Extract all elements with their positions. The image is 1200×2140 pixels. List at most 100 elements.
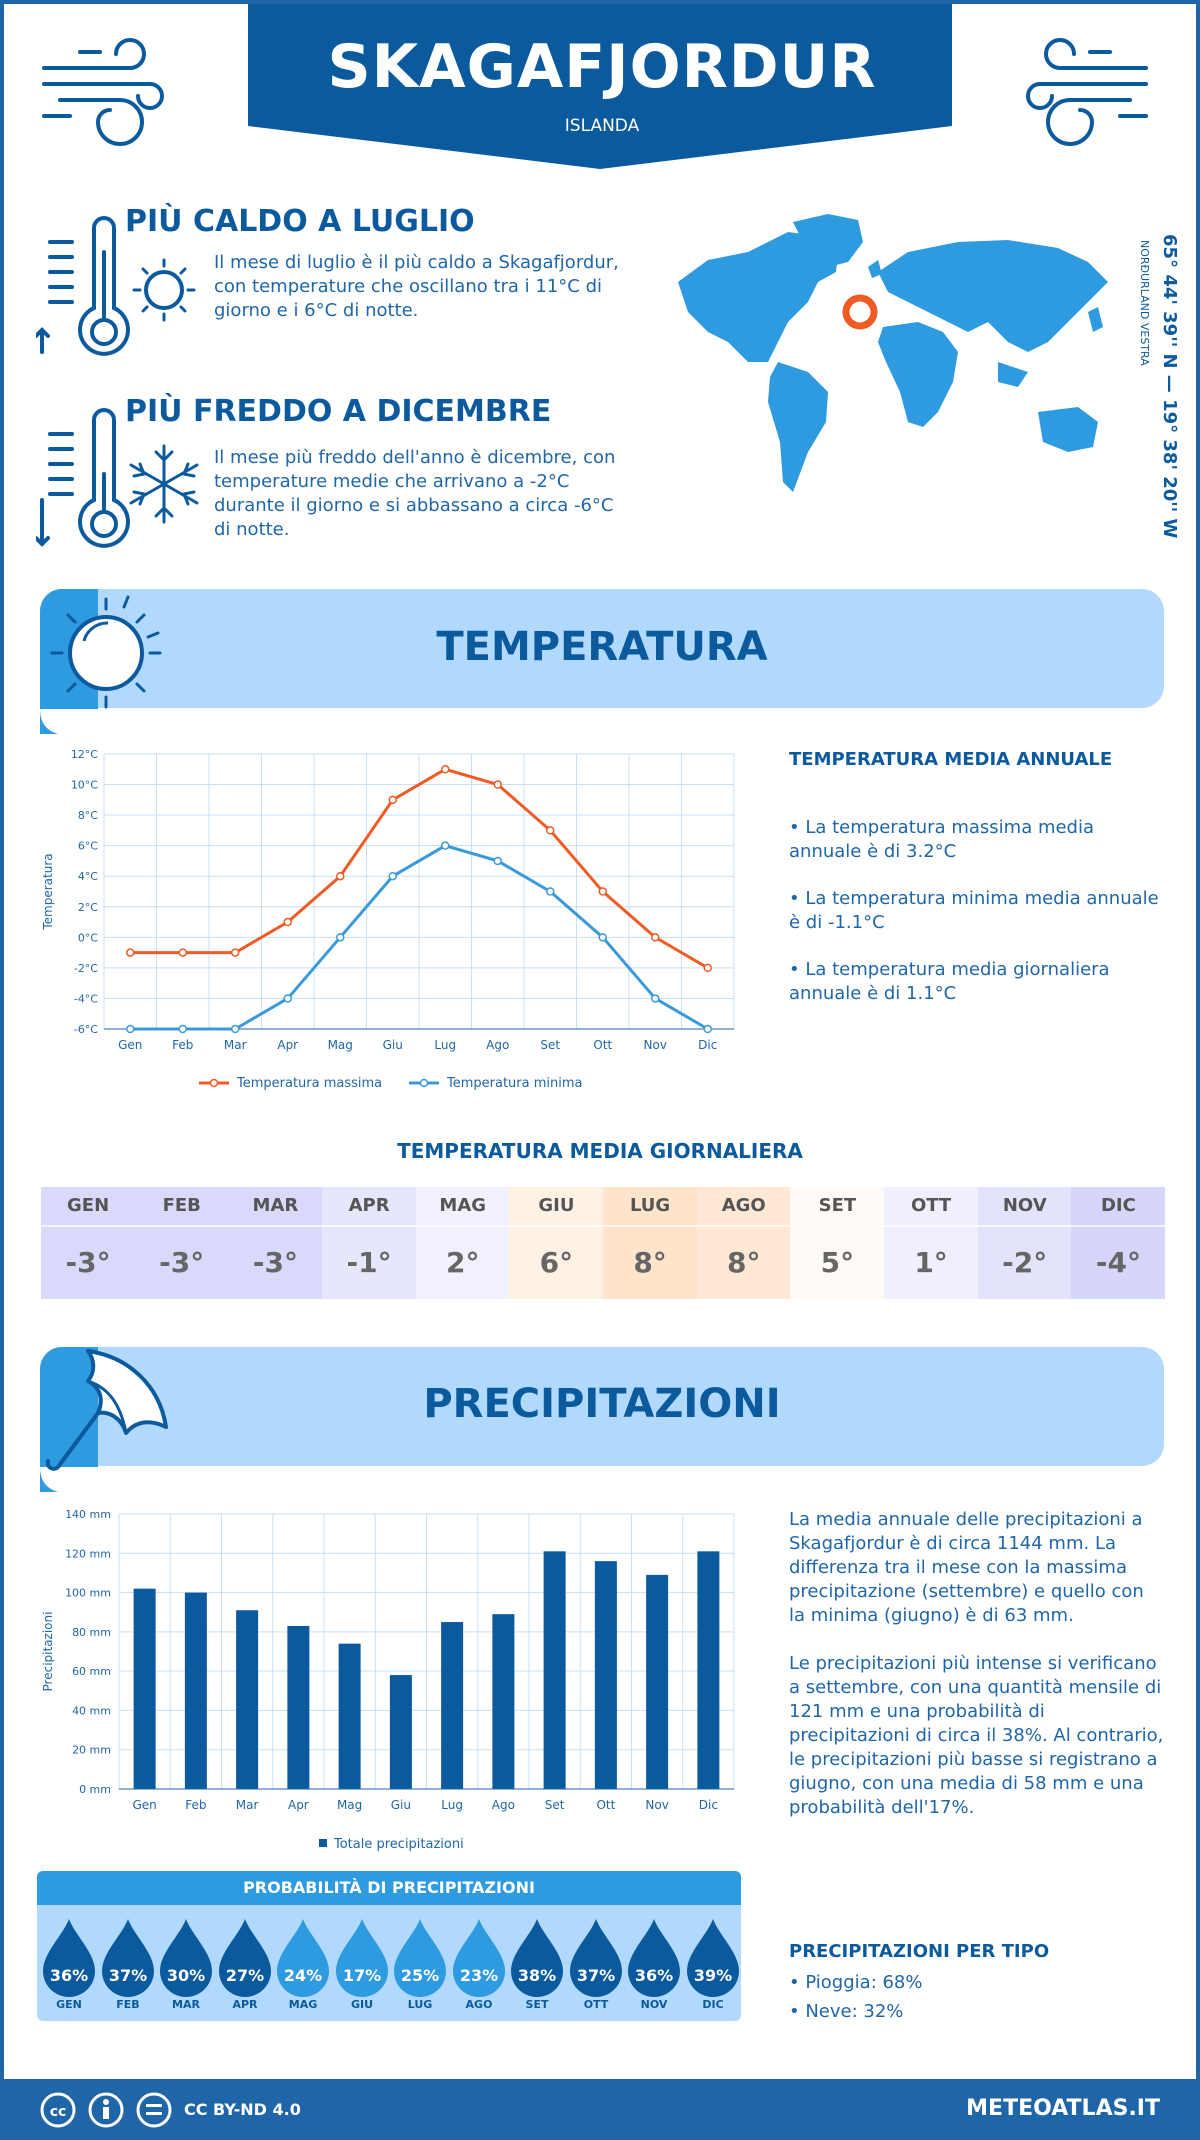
precip-bar-7 (492, 1614, 515, 1789)
daily-temp-value: -3° (228, 1225, 323, 1297)
daily-temp-cell: GEN -3° (41, 1187, 136, 1299)
daily-temp-month: OTT (910, 1195, 952, 1216)
temp-point-0-2 (231, 948, 240, 957)
temp-x-tick: Ott (593, 1038, 612, 1052)
drop-icon: 30% MAR (160, 1919, 212, 2011)
precip-section-band (40, 1347, 1164, 1466)
drop-value: 30% (167, 1966, 205, 1985)
precip-probability-drop: 36% GEN (41, 1917, 97, 2012)
precip-para-2: Le precipitazioni più intense si verific… (789, 1653, 1164, 1818)
precip-type-snow: • Neve: 32% (789, 2001, 904, 2022)
thermometer-hot-icon (36, 216, 196, 356)
temp-point-1-6 (441, 841, 450, 850)
drop-value: 37% (108, 1966, 146, 1985)
precip-probability-drop: 38% SET (509, 1917, 565, 2012)
precip-x-tick: Gen (132, 1798, 156, 1812)
daily-temp-month: MAG (439, 1195, 487, 1216)
precip-probability-drop: 30% MAR (158, 1917, 214, 2012)
temp-point-1-1 (178, 1024, 187, 1034)
drop-month: AGO (465, 1998, 492, 2011)
temperature-chart: -6°C -4°C -2°C 0°C 2°C 4°C 6°C 8°C 10°C 12°C Gen Fe… (41, 748, 735, 1091)
precip-bar-0 (133, 1588, 156, 1789)
svg-text:cc: cc (50, 2104, 67, 2120)
license-text[interactable]: CC BY-ND 4.0 (184, 2100, 301, 2119)
precip-bar-6 (441, 1622, 464, 1789)
temp-y-tick: 2°C (78, 901, 98, 914)
daily-temp-heading: TEMPERATURA MEDIA GIORNALIERA (397, 1139, 803, 1163)
daily-temp-cell: OTT 1° (884, 1187, 979, 1299)
drop-icon: 17% GIU (335, 1919, 388, 2011)
daily-temp-month: DIC (1100, 1195, 1136, 1216)
drop-icon: 38% SET (511, 1919, 563, 2011)
drop-value: 36% (50, 1966, 88, 1985)
precip-x-tick: Mar (236, 1798, 259, 1812)
daily-temp-cell: DIC -4° (1071, 1187, 1166, 1299)
temp-x-tick: Giu (383, 1038, 403, 1052)
annual-temp-bullet-2: • La temperatura minima media annuale è … (789, 888, 1159, 933)
precip-x-tick: Apr (288, 1798, 309, 1812)
precip-y-label: Precipitazioni (41, 1612, 55, 1692)
precip-bar-1 (184, 1592, 207, 1789)
daily-temp-cell: NOV -2° (977, 1187, 1072, 1299)
drop-icon: 39% DIC (686, 1919, 739, 2011)
precip-para-1: La media annuale delle precipitazioni a … (789, 1509, 1144, 1626)
daily-temp-cell: SET 5° (790, 1187, 885, 1299)
location-marker-icon (842, 294, 878, 330)
drop-month: DIC (702, 1998, 723, 2011)
cc-icon (40, 2092, 76, 2128)
daily-temp-cell: APR -1° (322, 1187, 417, 1299)
daily-temp-month: GIU (538, 1195, 575, 1216)
precip-x-tick: Giu (391, 1798, 411, 1812)
precipitation-chart: 0 mm 20 mm 40 mm 60 mm 80 mm 100 mm 120 mm 140 … (41, 1508, 735, 1852)
noderivs-icon (136, 2092, 172, 2128)
daily-temp-cell: MAR -3° (228, 1187, 323, 1299)
temp-y-tick: 8°C (78, 809, 98, 822)
precip-y-tick: 80 mm (72, 1626, 111, 1639)
temp-x-tick: Dic (698, 1038, 717, 1052)
precip-probability-drop: 23% AGO (451, 1917, 507, 2012)
precip-x-tick: Set (545, 1798, 565, 1812)
precip-probability-drop: 24% MAG (275, 1917, 331, 2012)
precip-bar-5 (389, 1675, 412, 1789)
drop-icon: 37% FEB (101, 1919, 154, 2011)
drop-icon: 24% MAG (277, 1919, 329, 2011)
world-map (678, 214, 1108, 492)
daily-temp-cell: MAG 2° (415, 1187, 510, 1299)
temp-point-0-8 (546, 826, 555, 835)
precip-x-tick: Dic (699, 1798, 718, 1812)
temp-series-line-1 (130, 844, 709, 1031)
temp-point-1-3 (283, 994, 292, 1003)
drop-value: 23% (459, 1966, 497, 1985)
temp-point-1-11 (703, 1024, 712, 1034)
drop-month: LUG (408, 1998, 433, 2011)
wind-icon-left (42, 38, 164, 146)
precip-x-tick: Feb (185, 1798, 206, 1812)
temp-point-1-4 (336, 933, 345, 942)
precip-type-heading: PRECIPITAZIONI PER TIPO (789, 1941, 1050, 1962)
hot-heading: PIÙ CALDO A LUGLIO (125, 204, 475, 239)
drop-month: FEB (116, 1998, 139, 2011)
precip-y-tick: 100 mm (65, 1587, 111, 1600)
precip-x-tick: Mag (337, 1798, 362, 1812)
license-icons[interactable]: cc (38, 2090, 178, 2130)
drop-icon: 23% AGO (452, 1919, 505, 2011)
temp-x-tick: Apr (277, 1038, 298, 1052)
temp-y-tick: -4°C (74, 992, 98, 1005)
daily-temp-value: -2° (977, 1225, 1072, 1297)
precip-y-tick: 140 mm (65, 1508, 111, 1521)
precip-x-tick: Lug (441, 1798, 463, 1812)
site-link[interactable]: METEOATLAS.IT (966, 2096, 1160, 2121)
wind-icon-right (1026, 38, 1148, 146)
drop-month: APR (232, 1998, 258, 2011)
precip-bar-3 (287, 1625, 310, 1789)
temp-x-tick: Nov (644, 1038, 667, 1052)
precip-probability-drop: 27% APR (217, 1917, 273, 2012)
daily-temp-cell: LUG 8° (603, 1187, 698, 1299)
temp-point-0-4 (336, 871, 345, 881)
drop-value: 37% (576, 1966, 614, 1985)
drop-value: 39% (693, 1966, 731, 1985)
precip-probability-drop: 17% GIU (334, 1917, 390, 2012)
temp-point-1-5 (388, 871, 397, 881)
temp-series-line-0 (130, 767, 709, 970)
precip-y-tick: 120 mm (65, 1547, 111, 1560)
